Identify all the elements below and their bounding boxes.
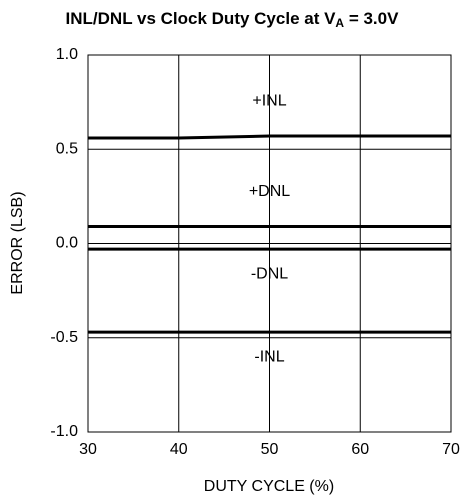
x-tick-label: 60 bbox=[351, 441, 369, 458]
y-tick-label: 1.0 bbox=[56, 46, 78, 63]
y-axis-label: ERROR (LSB) bbox=[9, 191, 26, 294]
title-suffix: = 3.0V bbox=[344, 9, 399, 28]
data-line bbox=[88, 134, 451, 140]
chart-title: INL/DNL vs Clock Duty Cycle at VA = 3.0V bbox=[66, 9, 400, 30]
series-label: -INL bbox=[254, 348, 284, 365]
series-label: +INL bbox=[252, 92, 286, 109]
x-tick-label: 30 bbox=[79, 441, 97, 458]
y-tick-label: -1.0 bbox=[50, 423, 78, 440]
title-subscript: A bbox=[335, 16, 344, 30]
x-tick-label: 40 bbox=[170, 441, 188, 458]
series-label: +DNL bbox=[249, 183, 290, 200]
y-tick-label: -0.5 bbox=[50, 329, 78, 346]
x-tick-label: 70 bbox=[442, 441, 460, 458]
title-main: INL/DNL vs Clock Duty Cycle at V bbox=[66, 9, 337, 28]
x-tick-label: 50 bbox=[261, 441, 279, 458]
x-axis-label: DUTY CYCLE (%) bbox=[204, 478, 334, 495]
y-tick-label: 0.5 bbox=[56, 140, 78, 157]
series-label: -DNL bbox=[251, 265, 288, 282]
y-tick-label: 0.0 bbox=[56, 235, 78, 252]
